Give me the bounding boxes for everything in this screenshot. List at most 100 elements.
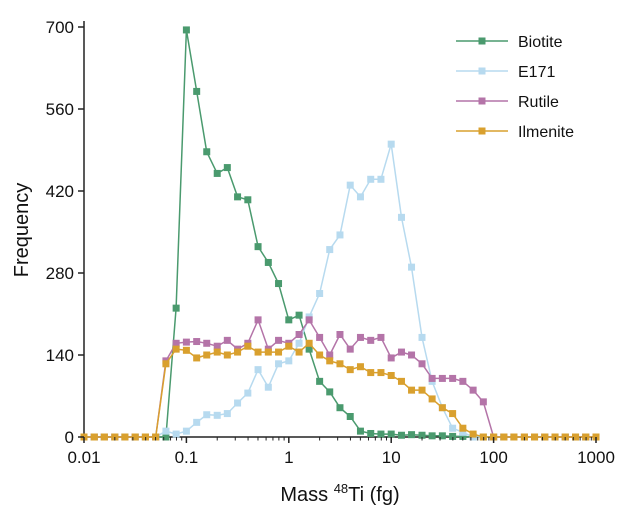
x-axis-title: Mass 48Ti (fg) <box>280 481 399 506</box>
data-point-biotite <box>438 432 446 440</box>
legend-item-ilmenite: Ilmenite <box>456 124 574 141</box>
data-point-e171 <box>275 360 283 368</box>
data-point-rutile <box>213 342 221 350</box>
x-tick-label: 10 <box>382 448 401 467</box>
series-ilmenite <box>80 339 600 441</box>
data-point-ilmenite <box>346 366 354 374</box>
data-point-ilmenite <box>459 424 467 432</box>
data-point-biotite <box>367 429 375 437</box>
data-point-rutile <box>438 374 446 382</box>
y-tick-label: 140 <box>46 346 74 365</box>
x-tick-label: 0.01 <box>67 448 100 467</box>
data-point-e171 <box>182 427 190 435</box>
data-point-biotite <box>193 87 201 95</box>
data-point-ilmenite <box>244 342 252 350</box>
data-point-biotite <box>356 427 364 435</box>
data-point-e171 <box>449 424 457 432</box>
data-point-ilmenite <box>193 354 201 362</box>
data-point-rutile <box>397 348 405 356</box>
data-point-biotite <box>428 432 436 440</box>
data-point-ilmenite <box>162 360 170 368</box>
data-point-rutile <box>377 333 385 341</box>
legend-swatch-marker <box>478 37 486 45</box>
data-point-e171 <box>316 290 324 297</box>
data-point-biotite <box>264 258 272 266</box>
data-point-biotite <box>244 196 252 204</box>
data-point-e171 <box>377 175 385 183</box>
data-point-biotite <box>295 311 303 319</box>
data-point-e171 <box>203 411 211 419</box>
data-point-e171 <box>459 428 467 436</box>
data-point-biotite <box>305 345 313 353</box>
data-point-rutile <box>316 333 324 341</box>
data-point-biotite <box>234 193 242 201</box>
legend-swatch-marker <box>478 67 486 75</box>
data-point-ilmenite <box>336 360 344 368</box>
data-point-e171 <box>408 263 416 271</box>
data-point-ilmenite <box>377 369 385 377</box>
data-point-e171 <box>254 366 262 374</box>
data-point-ilmenite <box>285 342 293 350</box>
data-point-ilmenite <box>275 348 283 356</box>
x-tick-label: 100 <box>479 448 507 467</box>
data-point-rutile <box>182 338 190 346</box>
data-point-e171 <box>244 389 252 397</box>
data-point-ilmenite <box>316 351 324 359</box>
data-point-ilmenite <box>510 433 518 441</box>
legend-label: Ilmenite <box>518 124 574 141</box>
x-tick-label: 0.1 <box>175 448 199 467</box>
data-point-rutile <box>387 354 395 362</box>
data-point-rutile <box>203 339 211 347</box>
data-point-biotite <box>172 304 180 312</box>
data-point-rutile <box>346 345 354 353</box>
data-point-biotite <box>326 388 334 396</box>
data-point-ilmenite <box>500 433 508 441</box>
data-point-ilmenite <box>295 348 303 356</box>
data-point-ilmenite <box>264 348 272 356</box>
data-point-biotite <box>162 433 170 441</box>
x-tick-label: 1000 <box>577 448 615 467</box>
data-point-biotite <box>346 413 354 420</box>
y-tick-label: 560 <box>46 100 74 119</box>
data-point-e171 <box>336 231 344 239</box>
data-point-ilmenite <box>305 339 313 347</box>
data-point-rutile <box>479 398 487 406</box>
data-point-e171 <box>285 357 293 365</box>
data-point-ilmenite <box>541 433 549 441</box>
data-point-e171 <box>223 410 231 418</box>
legend-label: Rutile <box>518 94 559 111</box>
y-tick-label: 700 <box>46 18 74 37</box>
data-point-e171 <box>356 193 364 201</box>
data-point-rutile <box>305 316 313 324</box>
data-point-ilmenite <box>254 348 262 356</box>
data-point-ilmenite <box>367 369 375 377</box>
data-point-ilmenite <box>172 345 180 353</box>
data-point-rutile <box>459 377 467 385</box>
data-point-ilmenite <box>449 410 457 418</box>
data-point-ilmenite <box>572 433 580 441</box>
data-point-rutile <box>356 333 364 341</box>
data-point-rutile <box>428 374 436 382</box>
series-line-ilmenite <box>84 342 596 438</box>
data-point-e171 <box>162 427 170 435</box>
data-point-rutile <box>172 339 180 347</box>
data-point-e171 <box>295 339 303 347</box>
data-point-ilmenite <box>121 433 129 441</box>
data-point-rutile <box>295 331 303 338</box>
data-point-e171 <box>264 383 272 391</box>
axes <box>83 21 596 438</box>
data-point-e171 <box>387 140 395 148</box>
data-point-e171 <box>172 430 180 438</box>
data-point-ilmenite <box>438 404 446 412</box>
data-point-rutile <box>193 338 201 346</box>
data-point-e171 <box>193 418 201 426</box>
data-point-biotite <box>254 243 262 251</box>
data-point-biotite <box>387 430 395 438</box>
y-tick-label: 420 <box>46 182 74 201</box>
data-point-biotite <box>336 404 344 412</box>
data-point-rutile <box>449 374 457 382</box>
series-line-e171 <box>84 143 596 438</box>
data-point-biotite <box>316 377 324 385</box>
data-point-ilmenite <box>182 346 190 354</box>
